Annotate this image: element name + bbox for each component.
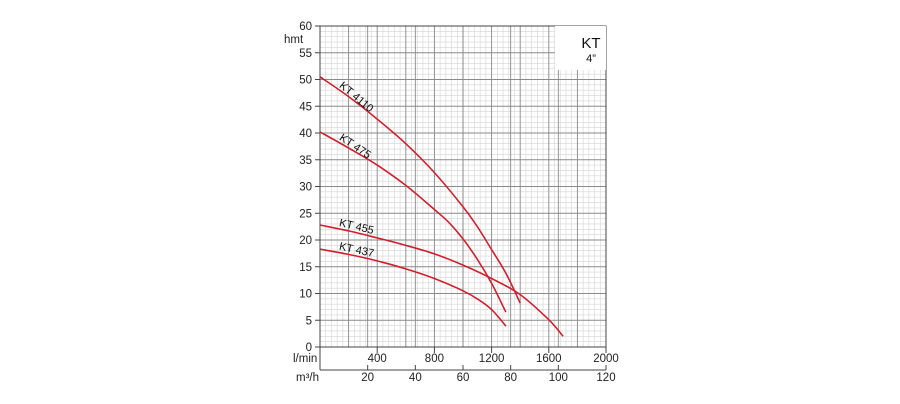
y-tick-label: 15 (299, 262, 312, 274)
x-tick-label: 800 (425, 353, 444, 365)
x-tick-label: 1600 (536, 353, 562, 365)
x-axis-label-secondary: m³/h (296, 372, 319, 384)
x2-tick-label: 100 (549, 372, 568, 384)
x2-tick-label: 120 (596, 372, 615, 384)
title-box (555, 26, 606, 70)
x-tick-label: 1200 (479, 353, 505, 365)
x-tick-label: 400 (368, 353, 387, 365)
x2-tick-label: 60 (457, 372, 470, 384)
y-tick-label: 0 (306, 342, 312, 354)
y-axis-label: hmt (284, 34, 304, 46)
chart-title: KT (581, 35, 600, 52)
chart-subtitle: 4” (586, 53, 596, 65)
x2-tick-label: 80 (504, 372, 517, 384)
grid (320, 26, 606, 347)
y-tick-label: 60 (299, 21, 312, 33)
x-axis-label-primary: l/min (293, 353, 317, 365)
y-tick-label: 50 (299, 75, 312, 87)
y-tick-label: 20 (299, 235, 312, 247)
series-line-kt-455 (319, 224, 564, 337)
series-line-kt-475 (319, 131, 507, 313)
x2-tick-label: 20 (361, 372, 374, 384)
axes (315, 25, 607, 371)
y-tick-label: 30 (299, 182, 312, 194)
x-tick-label: 2000 (593, 353, 619, 365)
y-tick-label: 40 (299, 128, 312, 140)
y-tick-label: 25 (299, 208, 312, 220)
x2-tick-label: 40 (409, 372, 422, 384)
tick-labels: 0 5 10 15 20 25 30 35 40 45 50 55 60 400 800 1200 1600 20… (299, 21, 619, 384)
y-tick-label: 35 (299, 155, 312, 167)
series-line-kt-437 (319, 248, 507, 327)
y-tick-label: 55 (299, 48, 312, 60)
y-tick-label: 10 (299, 289, 312, 301)
y-tick-label: 45 (299, 101, 312, 113)
series-line-kt-4110 (319, 76, 521, 304)
y-tick-label: 5 (306, 315, 312, 327)
